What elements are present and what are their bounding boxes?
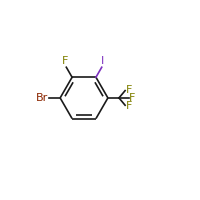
Text: Br: Br (36, 93, 48, 103)
Text: F: F (129, 93, 136, 103)
Text: F: F (126, 85, 132, 95)
Text: F: F (126, 101, 132, 111)
Text: I: I (101, 56, 104, 66)
Text: F: F (62, 56, 68, 66)
